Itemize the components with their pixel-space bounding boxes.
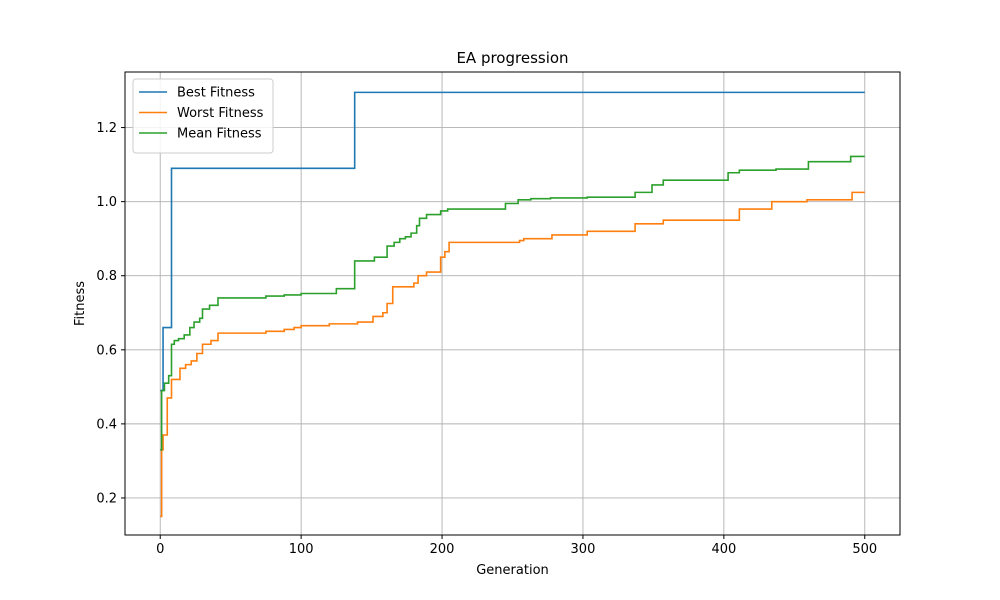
legend: Best Fitness Worst Fitness Mean Fitness [132,78,274,154]
mean-fitness-line [160,155,865,451]
x-tick-label: 400 [711,542,736,557]
x-axis-title: Generation [476,563,549,578]
legend-label-best-fitness: Best Fitness [177,86,255,101]
y-tick-label: 0.6 [96,343,117,358]
grid [125,72,900,535]
ticks: 0 100 200 300 400 500 0.2 0.4 0.6 0.8 1.0 1.2 [96,121,877,557]
x-tick-label: 200 [430,542,455,557]
y-tick-label: 0.4 [96,417,117,432]
series-layer [160,91,865,518]
chart-title: EA progression [456,49,568,67]
plot-area-frame [124,71,901,536]
worst-fitness-line [160,191,865,518]
y-axis-title: Fitness [73,281,88,326]
x-tick-label: 100 [289,542,314,557]
legend-box [132,78,274,154]
legend-label-mean-fitness: Mean Fitness [177,127,262,142]
y-tick-label: 0.8 [96,269,117,284]
y-tick-label: 0.2 [96,491,117,506]
x-tick-label: 500 [852,542,877,557]
y-tick-label: 1.0 [96,195,117,210]
best-fitness-line [160,91,865,392]
y-tick-label: 1.2 [96,121,117,136]
legend-label-worst-fitness: Worst Fitness [177,106,264,121]
x-tick-label: 0 [156,542,164,557]
x-tick-label: 300 [571,542,596,557]
